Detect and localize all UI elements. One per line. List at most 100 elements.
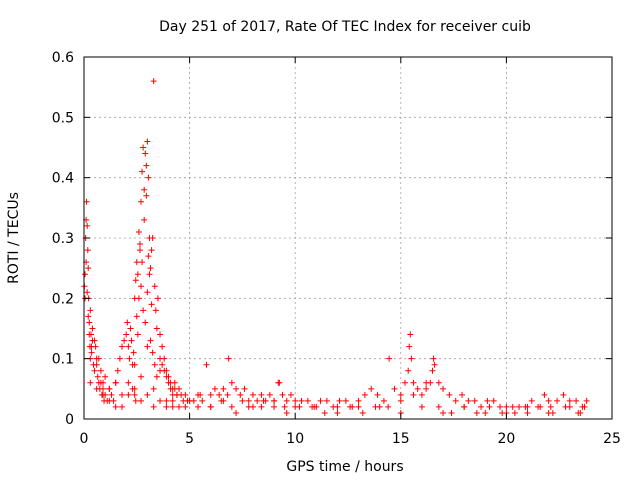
data-point [575, 409, 582, 416]
data-point [159, 343, 166, 350]
data-point [154, 295, 161, 302]
data-point [541, 391, 548, 398]
data-point [397, 391, 404, 398]
data-point [482, 409, 489, 416]
data-point [386, 355, 393, 362]
data-point [88, 343, 95, 350]
data-point [336, 397, 343, 404]
x-tick-label: 20 [497, 431, 515, 447]
data-point [435, 379, 442, 386]
data-point [524, 403, 531, 410]
data-point [355, 397, 362, 404]
data-point [296, 403, 303, 410]
data-point [171, 379, 178, 386]
data-point [233, 409, 240, 416]
data-point [134, 271, 141, 278]
data-point [84, 247, 91, 254]
data-point [418, 403, 425, 410]
data-point [125, 343, 132, 350]
data-point [317, 397, 324, 404]
data-point [239, 397, 246, 404]
data-point [163, 397, 170, 404]
data-point [136, 241, 143, 248]
data-point [402, 379, 409, 386]
data-point [334, 403, 341, 410]
data-points [81, 78, 590, 416]
data-point [153, 325, 160, 332]
grid-lines [84, 57, 612, 419]
data-point [211, 385, 218, 392]
data-point [549, 409, 556, 416]
data-point [112, 403, 119, 410]
data-point [163, 403, 170, 410]
data-point [145, 253, 152, 260]
data-point [359, 409, 366, 416]
data-point [84, 222, 91, 229]
data-point [408, 355, 415, 362]
data-point [385, 403, 392, 410]
data-point [95, 355, 102, 362]
data-point [93, 361, 100, 368]
data-point [407, 331, 414, 338]
data-point [511, 409, 518, 416]
y-tick-label: 0.5 [52, 110, 74, 126]
data-point [241, 385, 248, 392]
data-point [149, 349, 156, 356]
data-point [452, 397, 459, 404]
data-point [138, 373, 145, 380]
data-point [147, 337, 154, 344]
data-point [182, 403, 189, 410]
data-point [141, 186, 148, 193]
y-tick-label: 0.1 [52, 352, 74, 368]
data-point [148, 247, 155, 254]
data-point [440, 385, 447, 392]
x-tick-label: 10 [286, 431, 304, 447]
data-point [279, 391, 286, 398]
data-point [258, 391, 265, 398]
data-point [287, 391, 294, 398]
data-point [84, 289, 91, 296]
data-point [132, 397, 139, 404]
data-point [143, 192, 150, 199]
axis-ticks: 0 5 10 15 20 25 0 0.1 0.2 0.3 0.4 0.5 0.6 [52, 50, 621, 447]
data-point [486, 403, 493, 410]
data-point [82, 271, 89, 278]
data-point [119, 391, 126, 398]
data-point [207, 403, 214, 410]
data-point [361, 391, 368, 398]
data-point [100, 385, 107, 392]
data-point [150, 78, 157, 85]
data-point [169, 403, 176, 410]
y-tick-label: 0.6 [52, 50, 74, 66]
data-point [125, 379, 132, 386]
data-point [545, 397, 552, 404]
data-point [499, 409, 506, 416]
data-point [446, 391, 453, 398]
data-point [271, 397, 278, 404]
data-point [484, 397, 491, 404]
y-tick-label: 0.2 [52, 291, 74, 307]
data-point [91, 367, 98, 374]
data-point [145, 174, 152, 181]
data-point [102, 373, 109, 380]
data-point [435, 403, 442, 410]
data-point [121, 337, 128, 344]
data-point [87, 379, 94, 386]
data-point [135, 228, 142, 235]
data-point [431, 361, 438, 368]
data-point [216, 391, 223, 398]
data-point [372, 403, 379, 410]
data-point [139, 168, 146, 175]
data-point [473, 409, 480, 416]
data-point [138, 397, 145, 404]
data-point [129, 385, 136, 392]
data-point [130, 349, 137, 356]
data-point [199, 397, 206, 404]
data-point [126, 355, 133, 362]
data-point [161, 367, 168, 374]
data-point [237, 391, 244, 398]
data-point [165, 379, 172, 386]
data-point [169, 397, 176, 404]
data-point [108, 391, 115, 398]
